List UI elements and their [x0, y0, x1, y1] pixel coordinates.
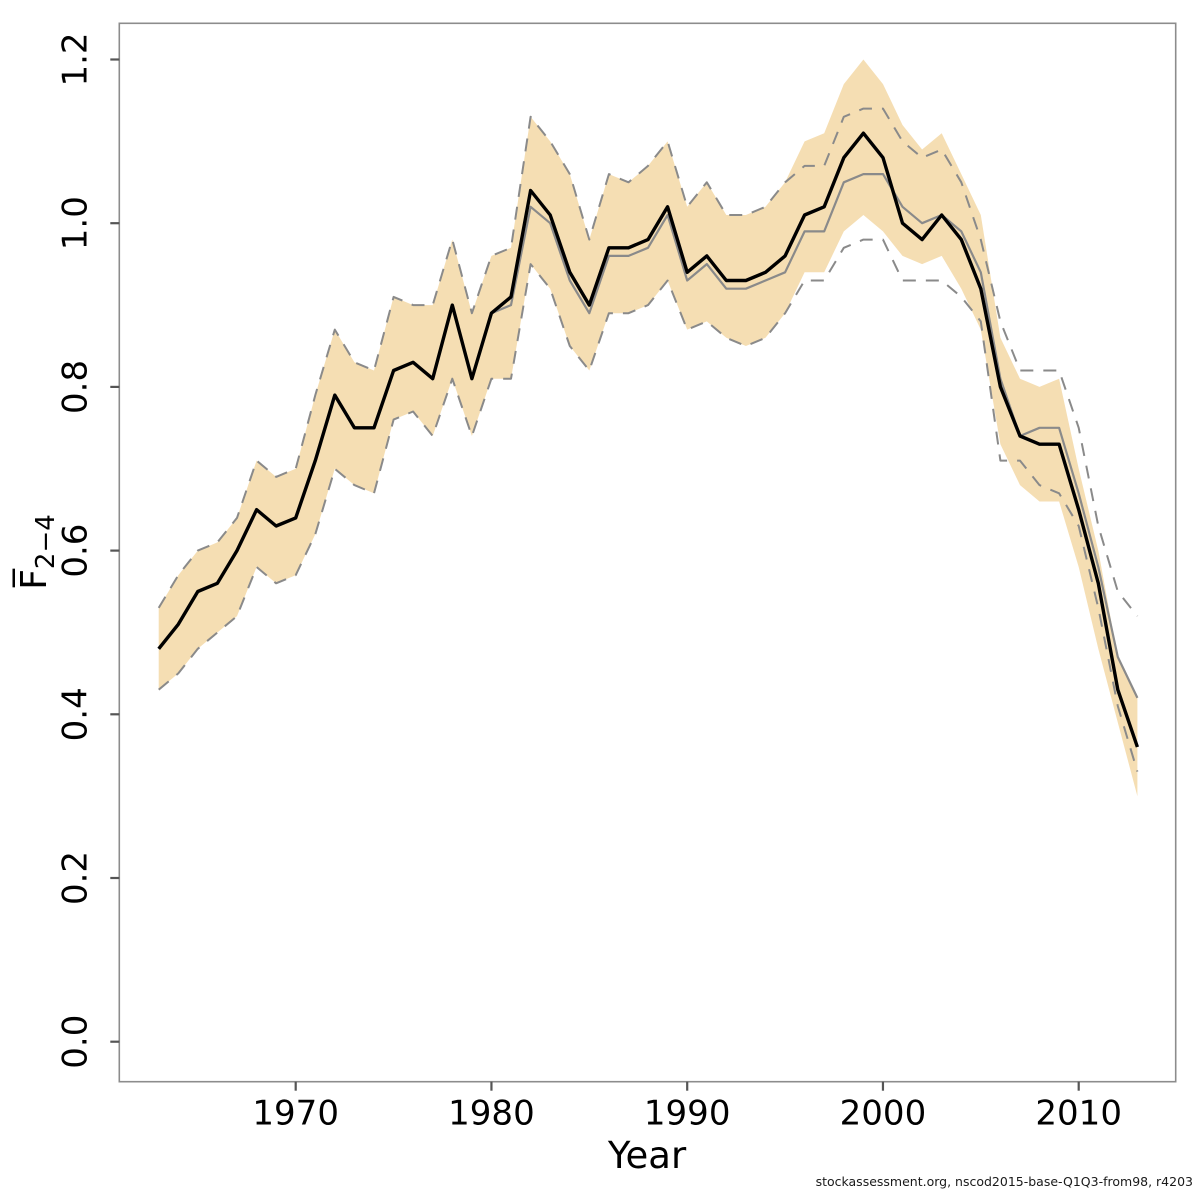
x-tick-label: 2000 — [840, 1094, 927, 1134]
y-tick-label: 1.2 — [55, 32, 95, 86]
y-axis-title-subscript: 2−4 — [31, 514, 62, 570]
y-axis-title: F̅2−4 — [14, 484, 62, 620]
x-tick-label: 1990 — [644, 1094, 731, 1134]
plot-box — [118, 22, 1177, 1083]
y-tick-label: 0.4 — [55, 687, 95, 741]
x-axis-title: Year — [607, 1134, 687, 1177]
comparison-ci-upper-dashed — [157, 107, 1139, 617]
y-tick-label: 0.2 — [55, 851, 95, 905]
estimated-f-line — [157, 131, 1140, 748]
y-tick-label: 0.8 — [55, 360, 95, 414]
x-tick-label: 1970 — [252, 1094, 339, 1134]
x-tick-label: 2010 — [1035, 1094, 1122, 1134]
y-axis-title-main: F̅ — [14, 569, 55, 590]
confidence-band — [158, 59, 1138, 797]
y-tick-label: 1.0 — [55, 196, 95, 250]
footer-attribution-text: stockassessment.org, nscod2015-base-Q1Q3… — [815, 1174, 1193, 1189]
comparison-ci-lower-dashed — [158, 238, 1139, 772]
y-tick-label: 0.0 — [55, 1015, 95, 1069]
x-tick-label: 1980 — [448, 1094, 535, 1134]
y-tick-label: 0.6 — [55, 524, 95, 578]
